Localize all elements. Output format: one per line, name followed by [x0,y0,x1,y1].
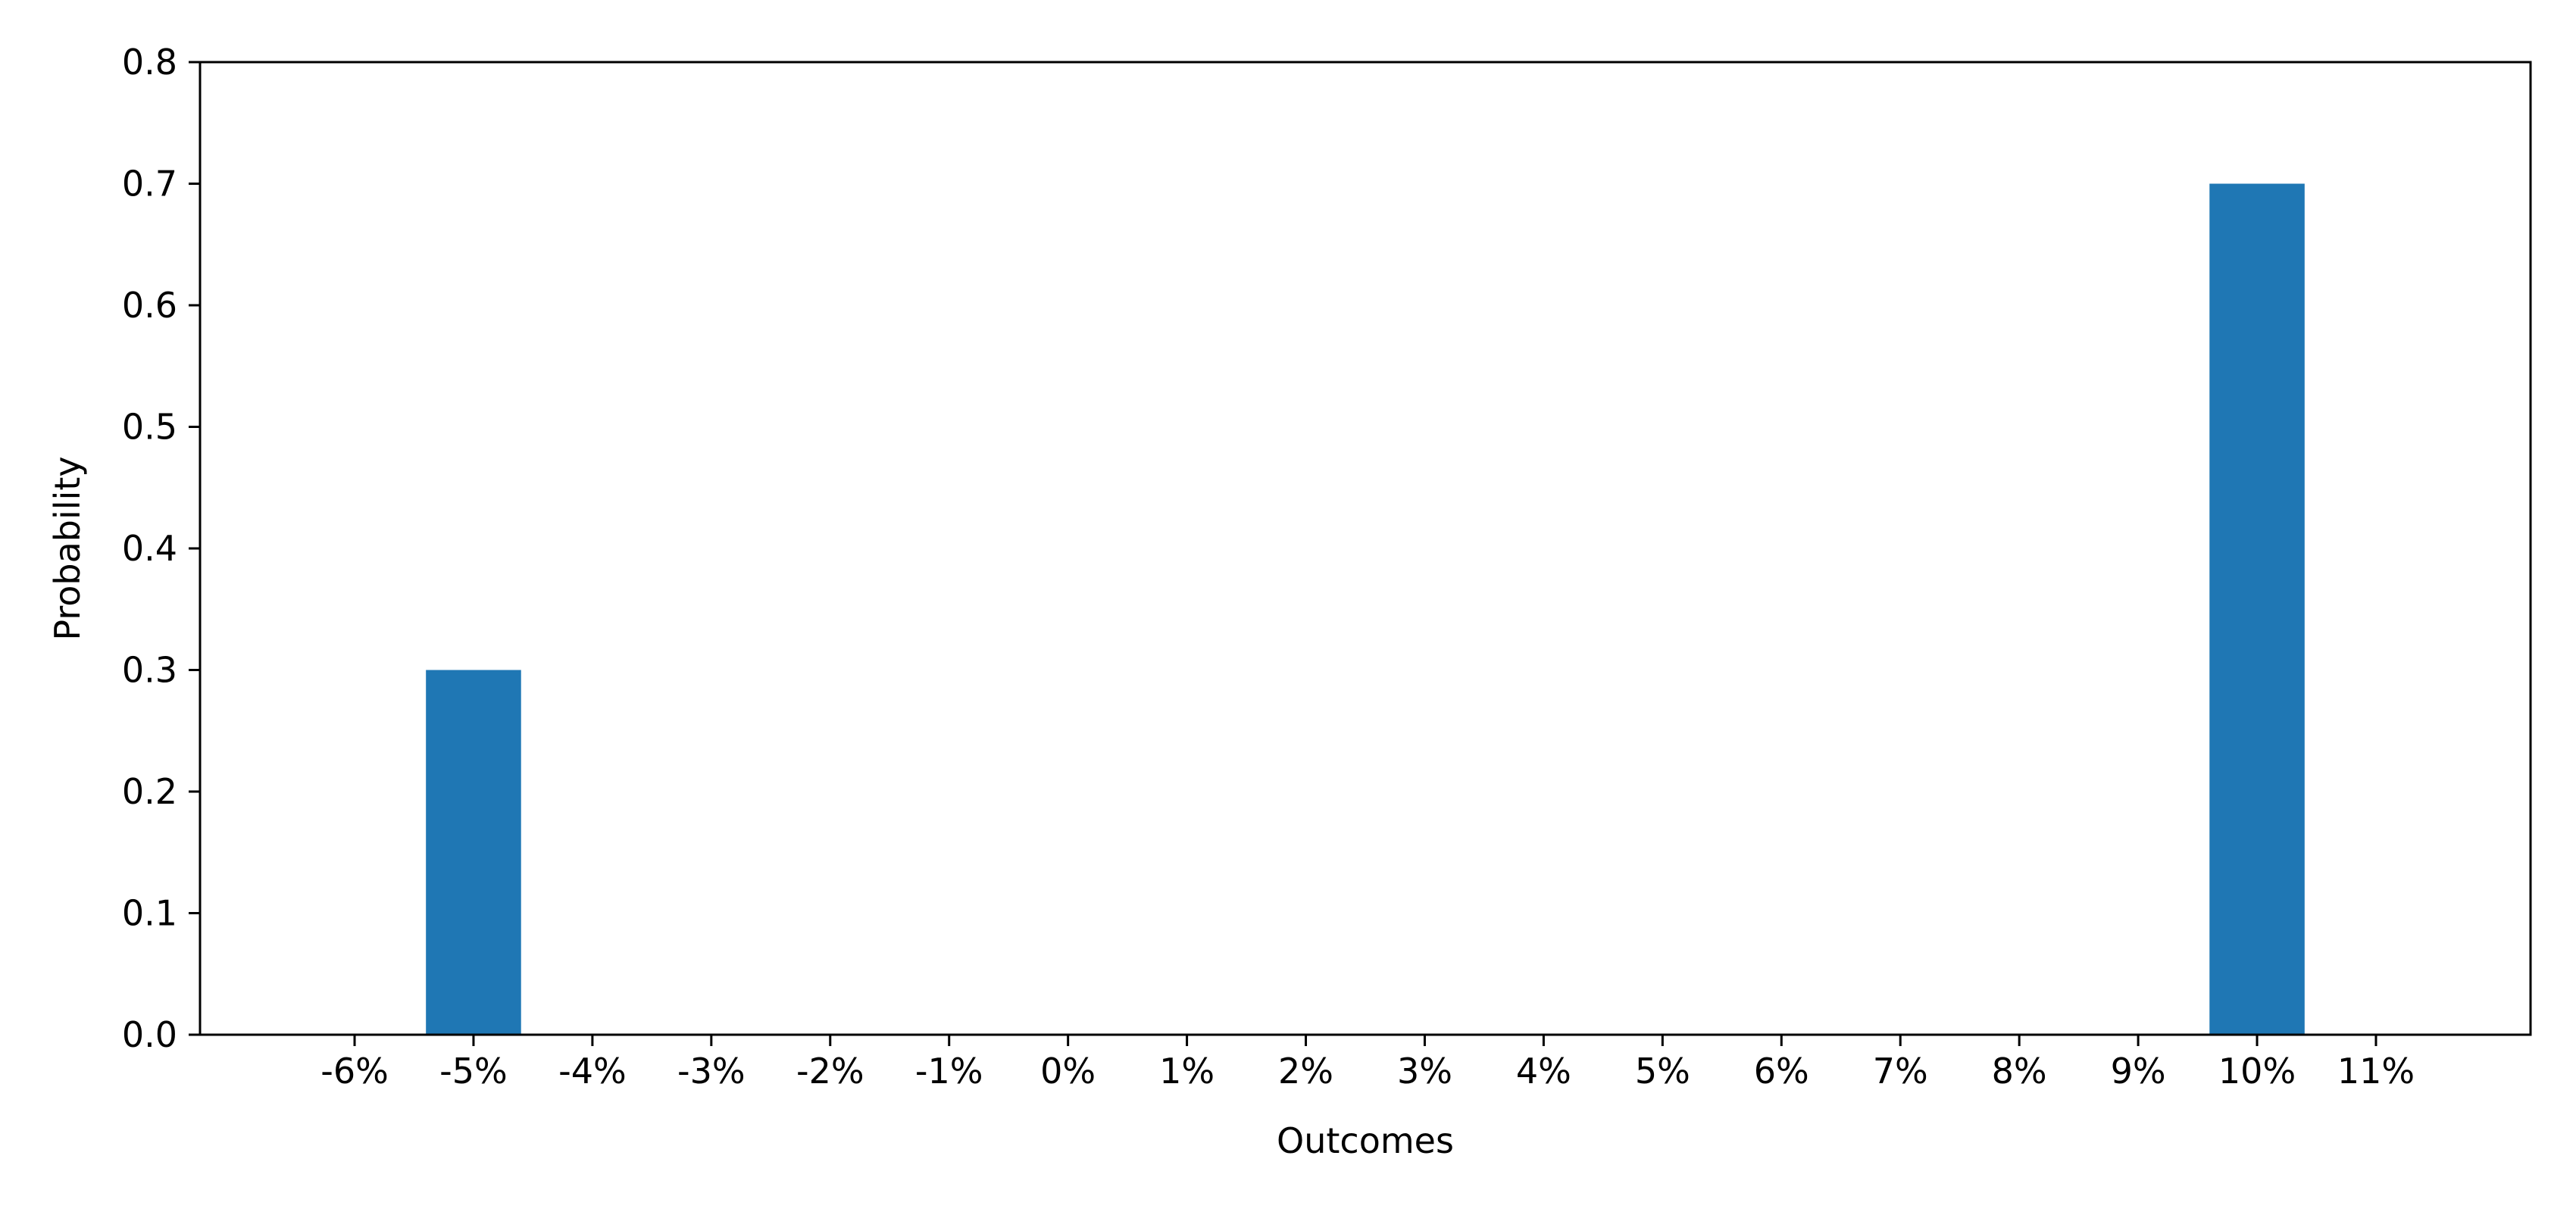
bar-10% [2209,183,2305,1035]
x-tick-label: 9% [2111,1051,2166,1092]
x-tick-label: 7% [1873,1051,1928,1092]
plot-area-frame [199,61,2532,1036]
y-tick-label: 0.0 [122,1014,177,1055]
x-tick-label: -2% [796,1051,864,1092]
y-tick-label: 0.1 [122,893,177,934]
y-tick-label: 0.3 [122,650,177,691]
x-tick-label: 4% [1516,1051,1571,1092]
x-tick-label: 3% [1397,1051,1452,1092]
x-tick-label: -1% [915,1051,983,1092]
x-tick-label: 8% [1992,1051,2047,1092]
y-tick-label: 0.7 [122,164,177,205]
y-tick-label: 0.2 [122,771,177,812]
x-tick-label: -5% [439,1051,508,1092]
x-tick-label: 0% [1040,1051,1096,1092]
x-tick-label: 6% [1754,1051,1809,1092]
x-axis: -6% -5% -4% -3% -2% -1% 0% 1% 2% 3% 4% 5% 6% 7% 8% 9% 10… [320,1035,2415,1092]
y-axis: 0.0 0.1 0.2 0.3 0.4 0.5 0.6 0.7 0.8 [122,42,200,1055]
x-tick-label: -3% [677,1051,746,1092]
y-tick-label: 0.5 [122,407,177,448]
x-tick-label: 1% [1159,1051,1215,1092]
y-tick-label: 0.6 [122,285,177,326]
x-tick-label: -6% [320,1051,389,1092]
y-tick-label: 0.8 [122,42,177,83]
y-tick-label: 0.4 [122,528,177,569]
x-tick-label: 2% [1278,1051,1333,1092]
y-axis-label: Probability [47,456,88,640]
x-tick-label: -4% [558,1051,627,1092]
x-tick-label: 5% [1635,1051,1690,1092]
x-tick-label: 10% [2218,1051,2296,1092]
x-axis-label: Outcomes [1277,1120,1454,1161]
x-tick-label: 11% [2337,1051,2415,1092]
bar--5% [426,670,521,1035]
bars-layer [426,183,2305,1035]
